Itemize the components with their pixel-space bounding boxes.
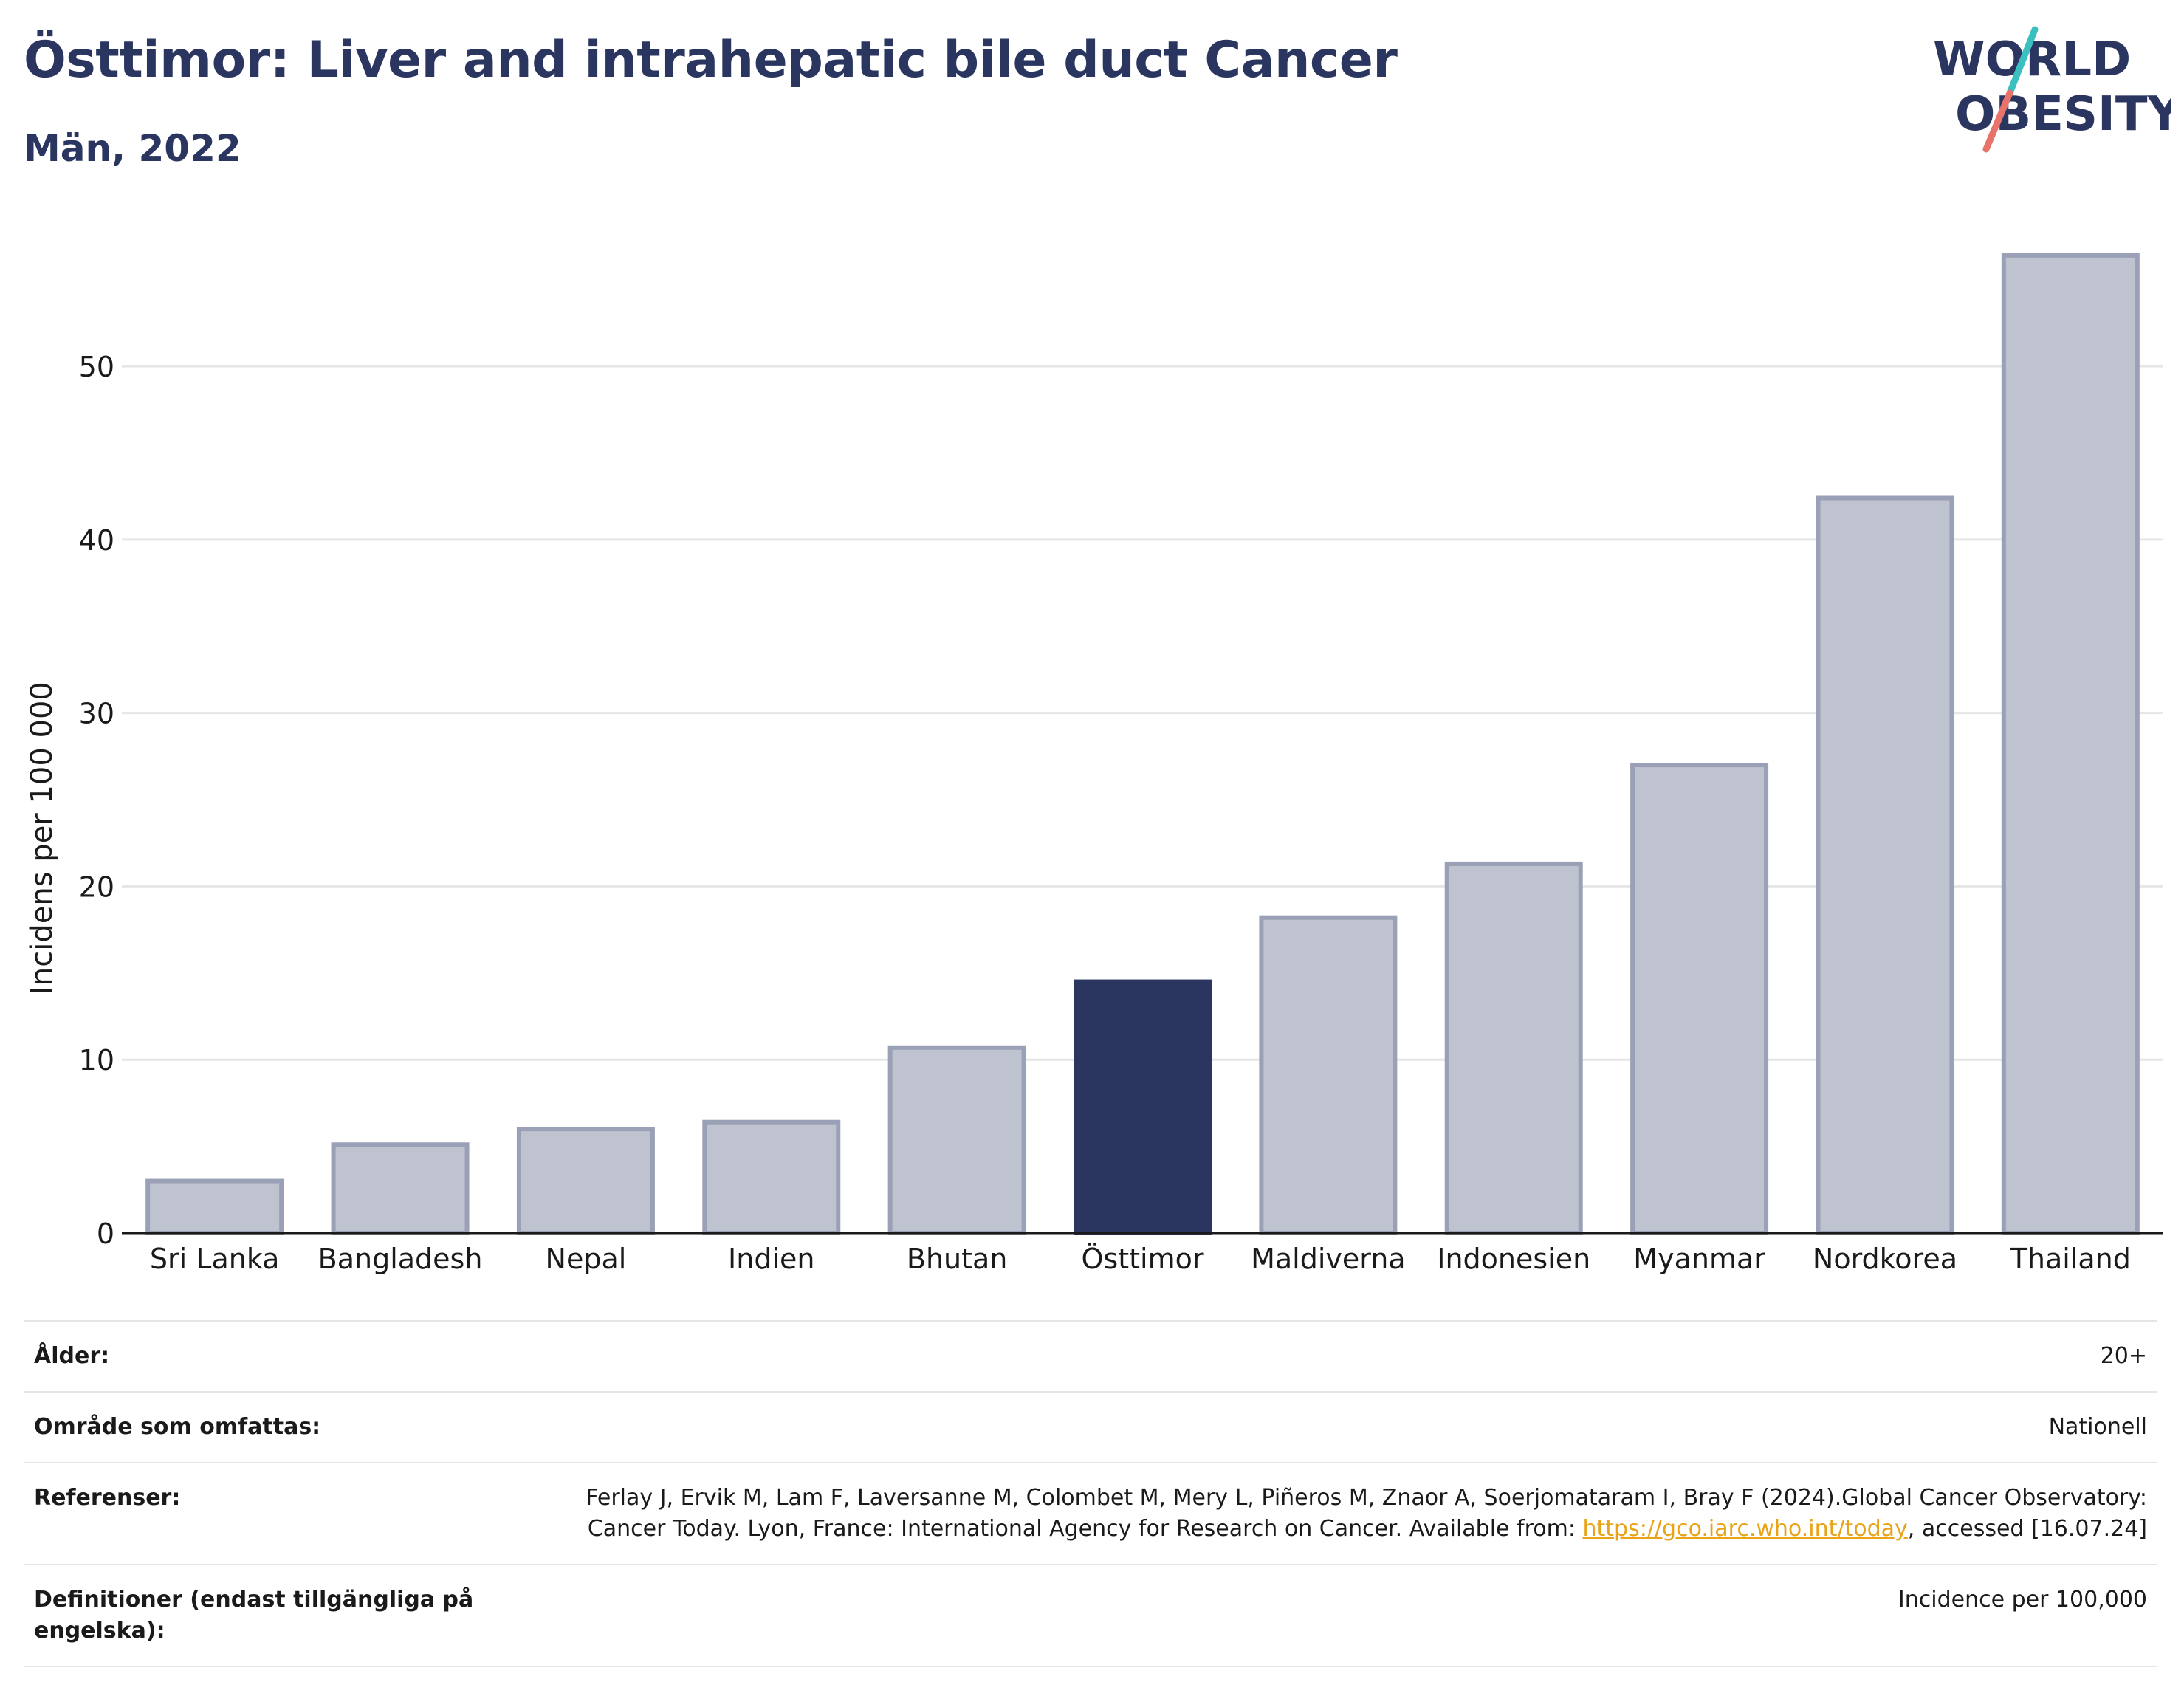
y-tick-labels: 0 10 20 30 40 50 [79,351,114,1250]
x-tick-label: Bhutan [907,1243,1008,1275]
x-tick-label: Myanmar [1633,1243,1765,1275]
chart-subtitle: Män, 2022 [24,127,241,170]
y-tick-label: 30 [79,698,114,730]
world-obesity-logo: WORLD OBESITY [1933,26,2171,153]
x-tick-labels: Sri Lanka Bangladesh Nepal Indien Bhutan Östt… [150,1243,2131,1275]
x-tick-label: Nepal [546,1243,627,1275]
definitions-value: Incidence per 100,000 [1898,1587,2147,1613]
references-label: Referenser: [34,1485,181,1511]
bar-sri-lanka [145,1178,284,1235]
bar-bangladesh [331,1142,470,1235]
references-accessed: , accessed [16.07.24] [1907,1516,2147,1542]
area-label: Område som omfattas: [34,1414,321,1440]
x-tick-label: Sri Lanka [150,1243,280,1275]
bar-indonesien [1444,861,1583,1235]
bar-bhutan [887,1045,1026,1235]
chart-title: Östtimor: Liver and intrahepatic bile du… [24,31,1398,89]
bar--sttimor [1074,979,1212,1235]
x-tick-label: Östtimor [1082,1243,1204,1275]
x-tick-label: Nordkorea [1813,1243,1957,1275]
bar-thailand [2001,253,2140,1236]
y-tick-label: 40 [79,524,114,557]
logo-slash-top [2006,26,2039,97]
bar-chart: 0 10 20 30 40 50 Sri Lanka Bangladesh Nepal Indi… [25,253,2163,1275]
references-link[interactable]: https://gco.iarc.who.int/today [1582,1516,1908,1542]
meta-row-definitions: Definitioner (endast tillgängliga på eng… [24,1564,2157,1667]
area-value: Nationell [2048,1414,2147,1440]
logo-slash-bottom [1982,89,2013,153]
bar-myanmar [1630,763,1769,1235]
bar-maldiverna [1259,915,1398,1236]
logo-text-obesity: OBESITY [1955,87,2171,142]
y-tick-label: 0 [97,1218,114,1250]
bar-nordkorea [1816,495,1954,1235]
x-tick-label: Indonesien [1437,1243,1590,1275]
x-tick-label: Maldiverna [1251,1243,1406,1275]
y-tick-label: 10 [79,1044,114,1077]
x-tick-label: Thailand [2010,1243,2131,1275]
bar-indien [702,1119,841,1235]
references-value: Ferlay J, Ervik M, Lam F, Laversanne M, … [523,1483,2147,1545]
meta-row-age: Ålder: 20+ [24,1320,2157,1391]
meta-row-references: Referenser: Ferlay J, Ervik M, Lam F, La… [24,1462,2157,1564]
x-tick-label: Indien [728,1243,814,1275]
y-tick-label: 20 [79,871,114,903]
metadata-table: Ålder: 20+ Område som omfattas: Nationel… [24,1320,2157,1667]
y-tick-label: 50 [79,351,114,383]
references-text: Ferlay J, Ervik M, Lam F, Laversanne M, … [586,1485,2147,1542]
bars [145,253,2140,1236]
age-value: 20+ [2100,1343,2147,1369]
age-label: Ålder: [34,1343,110,1369]
meta-row-area: Område som omfattas: Nationell [24,1391,2157,1462]
x-tick-label: Bangladesh [318,1243,483,1275]
y-axis-label: Incidens per 100 000 [25,682,59,995]
definitions-label: Definitioner (endast tillgängliga på eng… [34,1587,474,1644]
bar-nepal [516,1127,655,1236]
